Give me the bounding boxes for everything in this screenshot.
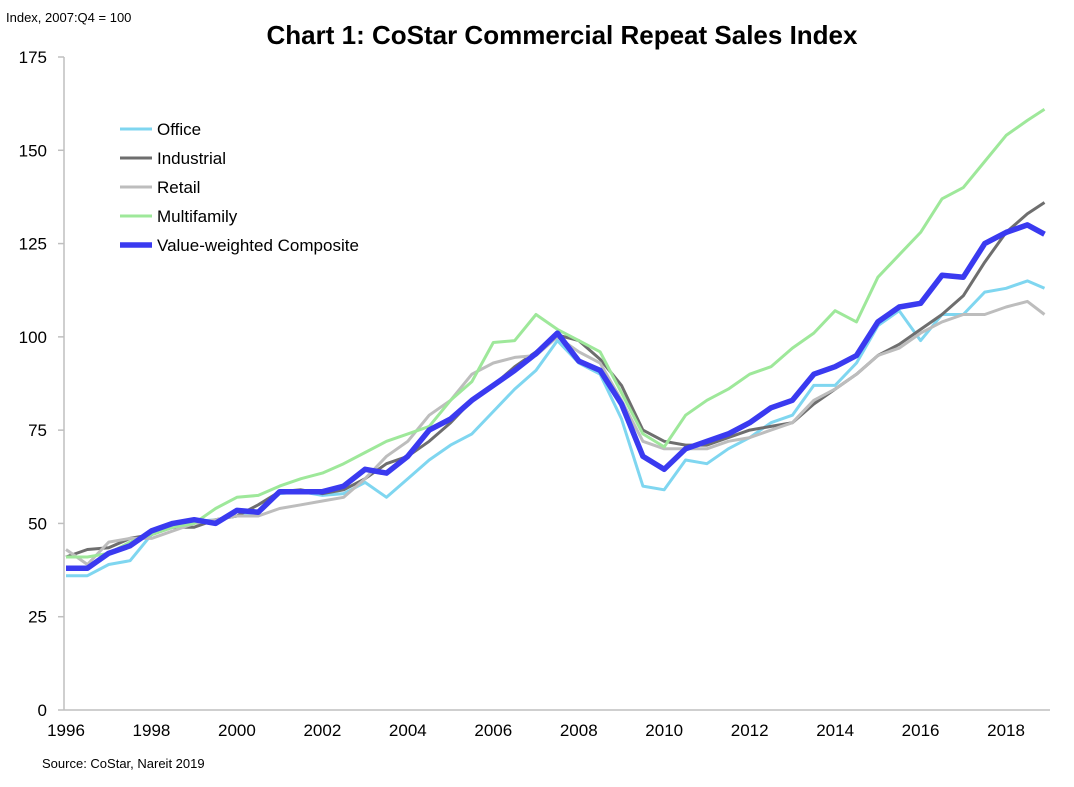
- y-tick-label: 125: [19, 235, 47, 254]
- y-tick-label: 150: [19, 141, 47, 160]
- chart-title: Chart 1: CoStar Commercial Repeat Sales …: [267, 20, 859, 50]
- legend-label: Retail: [157, 178, 200, 197]
- x-tick-label: 2008: [560, 721, 598, 740]
- x-tick-label: 1998: [133, 721, 171, 740]
- x-tick-label: 2004: [389, 721, 427, 740]
- y-axis-label: Index, 2007:Q4 = 100: [6, 10, 131, 25]
- legend-label: Multifamily: [157, 207, 238, 226]
- x-tick-label: 2016: [902, 721, 940, 740]
- x-tick-label: 2002: [303, 721, 341, 740]
- y-tick-label: 175: [19, 48, 47, 67]
- x-tick-label: 2010: [645, 721, 683, 740]
- x-tick-label: 2012: [731, 721, 769, 740]
- series-line-multifamily: [66, 107, 1046, 559]
- legend-label: Industrial: [157, 149, 226, 168]
- y-tick-label: 25: [28, 608, 47, 627]
- source-note: Source: CoStar, Nareit 2019: [42, 756, 205, 771]
- y-tick-label: 0: [38, 701, 47, 720]
- x-tick-label: 1996: [47, 721, 85, 740]
- x-tick-label: 2018: [987, 721, 1025, 740]
- y-tick-label: 75: [28, 421, 47, 440]
- legend-label: Value-weighted Composite: [157, 236, 359, 255]
- y-tick-label: 100: [19, 328, 47, 347]
- series-line-office: [66, 279, 1046, 578]
- x-tick-label: 2006: [474, 721, 512, 740]
- legend-label: Office: [157, 120, 201, 139]
- x-tick-label: 2000: [218, 721, 256, 740]
- series-line-value-weighted-composite: [66, 222, 1046, 571]
- y-tick-label: 50: [28, 514, 47, 533]
- x-tick-label: 2014: [816, 721, 854, 740]
